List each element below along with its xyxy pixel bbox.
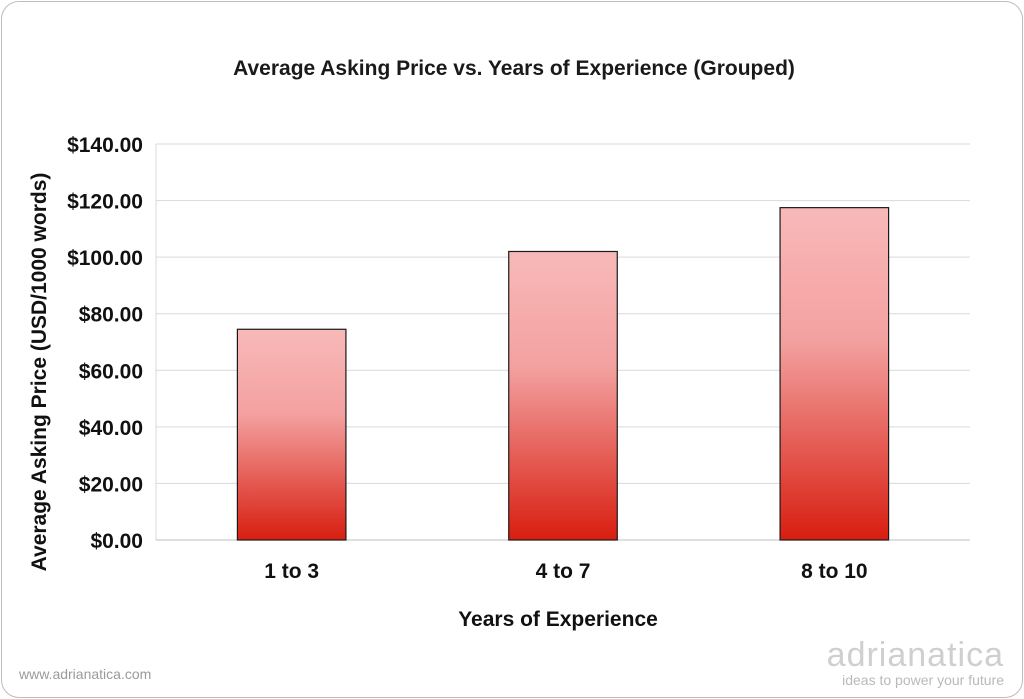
bar	[779, 207, 890, 541]
y-axis-label: Average Asking Price (USD/1000 words)	[28, 173, 51, 572]
y-axis-ticks: $0.00 $20.00 $40.00 $60.00 $80.00 $100.00 $120…	[67, 134, 143, 553]
x-tick-label: 8 to 10	[801, 560, 868, 583]
y-tick-label: $0.00	[90, 530, 143, 553]
footer-url: www.adrianatica.com	[19, 666, 152, 682]
y-tick-label: $120.00	[67, 191, 143, 214]
x-axis-ticks: 1 to 3 4 to 7 8 to 10	[264, 560, 867, 583]
brand-logo: adrianatica ideas to power your future	[827, 638, 1004, 688]
y-tick-label: $40.00	[79, 417, 143, 440]
bars	[236, 207, 890, 541]
chart-title: Average Asking Price vs. Years of Experi…	[233, 57, 795, 80]
bar	[508, 250, 618, 541]
brand-tagline: ideas to power your future	[842, 672, 1004, 688]
x-tick-label: 1 to 3	[264, 560, 319, 583]
y-tick-label: $140.00	[67, 134, 143, 157]
x-axis-label: Years of Experience	[458, 608, 658, 631]
brand-name: adrianatica	[826, 636, 1004, 674]
y-tick-label: $80.00	[79, 304, 143, 327]
y-tick-label: $20.00	[79, 473, 143, 496]
x-tick-label: 4 to 7	[536, 560, 591, 583]
y-tick-label: $60.00	[79, 360, 143, 383]
bar	[236, 328, 347, 541]
y-tick-label: $100.00	[67, 247, 143, 270]
